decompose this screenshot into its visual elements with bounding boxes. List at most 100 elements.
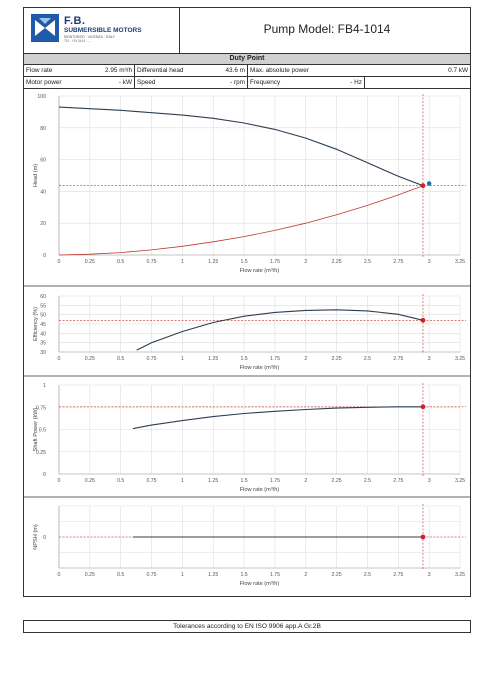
x-tick-label: 0.75 [146, 478, 156, 484]
y-tick-label: 35 [40, 341, 46, 347]
x-tick-label: 1.75 [270, 572, 280, 578]
y-tick-label: 1 [43, 383, 46, 389]
x-tick-label: 3.25 [455, 259, 465, 265]
page-title: Pump Model: FB4-1014 [263, 22, 391, 36]
brand-address: MONTORSO · VICENZA · ITALY [64, 35, 115, 39]
x-tick-label: 1.25 [208, 572, 218, 578]
duty-row-2: Motor power - kW Speed - rpm Frequency -… [24, 77, 470, 89]
x-tick-label: 2.75 [393, 356, 403, 362]
brand-name: F.B. [64, 15, 86, 27]
x-tick-label: 1 [181, 356, 184, 362]
x-tick-label: 2.75 [393, 259, 403, 265]
y-tick-label: 0 [43, 535, 46, 541]
x-tick-label: 2.25 [332, 478, 342, 484]
x-tick-label: 1.75 [270, 259, 280, 265]
speed-label: Speed [137, 79, 156, 86]
max-absolute-power-value: 0.7 kW [448, 67, 468, 74]
x-tick-label: 0 [58, 356, 61, 362]
max-absolute-power-label: Max. absolute power [250, 67, 309, 74]
motor-power-value: - kW [118, 79, 132, 86]
duty-point-marker [420, 404, 426, 410]
flow-rate-label: Flow rate [26, 67, 53, 74]
x-tick-label: 3 [428, 478, 431, 484]
x-tick-label: 3.25 [455, 478, 465, 484]
x-tick-label: 2.75 [393, 572, 403, 578]
y-tick-label: 50 [40, 313, 46, 319]
x-tick-label: 1.5 [240, 259, 247, 265]
differential-head-label: Differential head [137, 67, 184, 74]
x-axis-label: Flow rate (m³/h) [240, 365, 280, 371]
y-tick-label: 100 [37, 94, 46, 100]
duty-point-table: Duty Point Flow rate 2.95 m³/h Different… [24, 54, 470, 89]
x-tick-label: 0.25 [85, 478, 95, 484]
y-axis-label: Shaft Power (kW) [33, 407, 39, 451]
x-tick-label: 1.5 [240, 478, 247, 484]
head-curve [58, 106, 424, 187]
brand-subtitle: SUBMERSIBLE MOTORS [64, 27, 142, 34]
x-tick-label: 3 [428, 356, 431, 362]
x-tick-label: 0.5 [117, 572, 124, 578]
duty-point-marker [420, 183, 426, 189]
x-tick-label: 0 [58, 259, 61, 265]
x-tick-label: 2 [304, 478, 307, 484]
x-tick-label: 1.75 [270, 478, 280, 484]
duty-point-title: Duty Point [24, 54, 470, 65]
motor-power-label: Motor power [26, 79, 62, 86]
x-tick-label: 1.75 [270, 356, 280, 362]
x-tick-label: 3.25 [455, 356, 465, 362]
duty-point-marker [420, 534, 426, 540]
x-tick-label: 2.5 [364, 572, 371, 578]
x-tick-label: 2 [304, 259, 307, 265]
y-tick-label: 30 [40, 350, 46, 356]
y-tick-label: 60 [40, 294, 46, 300]
header: F.B. SUBMERSIBLE MOTORS MONTORSO · VICEN… [24, 8, 470, 54]
y-axis-label: Head (m) [33, 164, 39, 187]
logo-mark-icon [31, 14, 59, 42]
x-tick-label: 3.25 [455, 572, 465, 578]
system-curve [58, 185, 424, 256]
y-tick-label: 55 [40, 303, 46, 309]
x-tick-label: 0 [58, 572, 61, 578]
x-tick-label: 1.25 [208, 478, 218, 484]
tolerance-footer: Tolerances according to EN ISO 9906 app.… [23, 620, 471, 633]
y-tick-label: 45 [40, 322, 46, 328]
x-axis-label: Flow rate (m³/h) [240, 581, 280, 587]
x-tick-label: 0.5 [117, 259, 124, 265]
x-tick-label: 2.25 [332, 356, 342, 362]
x-tick-label: 0.75 [146, 572, 156, 578]
duty-row-1: Flow rate 2.95 m³/h Differential head 43… [24, 65, 470, 77]
x-tick-label: 0.75 [146, 356, 156, 362]
x-tick-label: 0.75 [146, 259, 156, 265]
x-tick-label: 0 [58, 478, 61, 484]
y-tick-label: 0.75 [36, 405, 46, 411]
x-tick-label: 1 [181, 259, 184, 265]
shaft_power-curve [132, 406, 423, 430]
x-tick-label: 1.25 [208, 356, 218, 362]
x-tick-label: 0.25 [85, 356, 95, 362]
x-tick-label: 2 [304, 572, 307, 578]
brand-telephone: TEL. +39 0444 ...... [64, 39, 92, 43]
x-tick-label: 3 [428, 259, 431, 265]
x-tick-label: 1 [181, 572, 184, 578]
y-tick-label: 60 [40, 158, 46, 164]
frequency-value: - Hz [350, 79, 362, 86]
x-tick-label: 3 [428, 572, 431, 578]
x-tick-label: 1.5 [240, 572, 247, 578]
nominal-point-marker [426, 181, 432, 186]
y-tick-label: 0 [43, 253, 46, 259]
x-axis-label: Flow rate (m³/h) [240, 487, 280, 493]
x-tick-label: 2.75 [393, 478, 403, 484]
x-tick-label: 2.5 [364, 356, 371, 362]
datasheet: F.B. SUBMERSIBLE MOTORS MONTORSO · VICEN… [23, 7, 471, 597]
speed-value: - rpm [230, 79, 245, 86]
x-tick-label: 1.5 [240, 356, 247, 362]
y-tick-label: 20 [40, 221, 46, 227]
y-tick-label: 0.25 [36, 450, 46, 456]
y-axis-label: NPSH (m) [33, 524, 39, 550]
y-tick-label: 40 [40, 189, 46, 195]
x-tick-label: 2.5 [364, 259, 371, 265]
x-tick-label: 1 [181, 478, 184, 484]
logo: F.B. SUBMERSIBLE MOTORS MONTORSO · VICEN… [24, 8, 180, 53]
efficiency-curve [136, 309, 424, 351]
